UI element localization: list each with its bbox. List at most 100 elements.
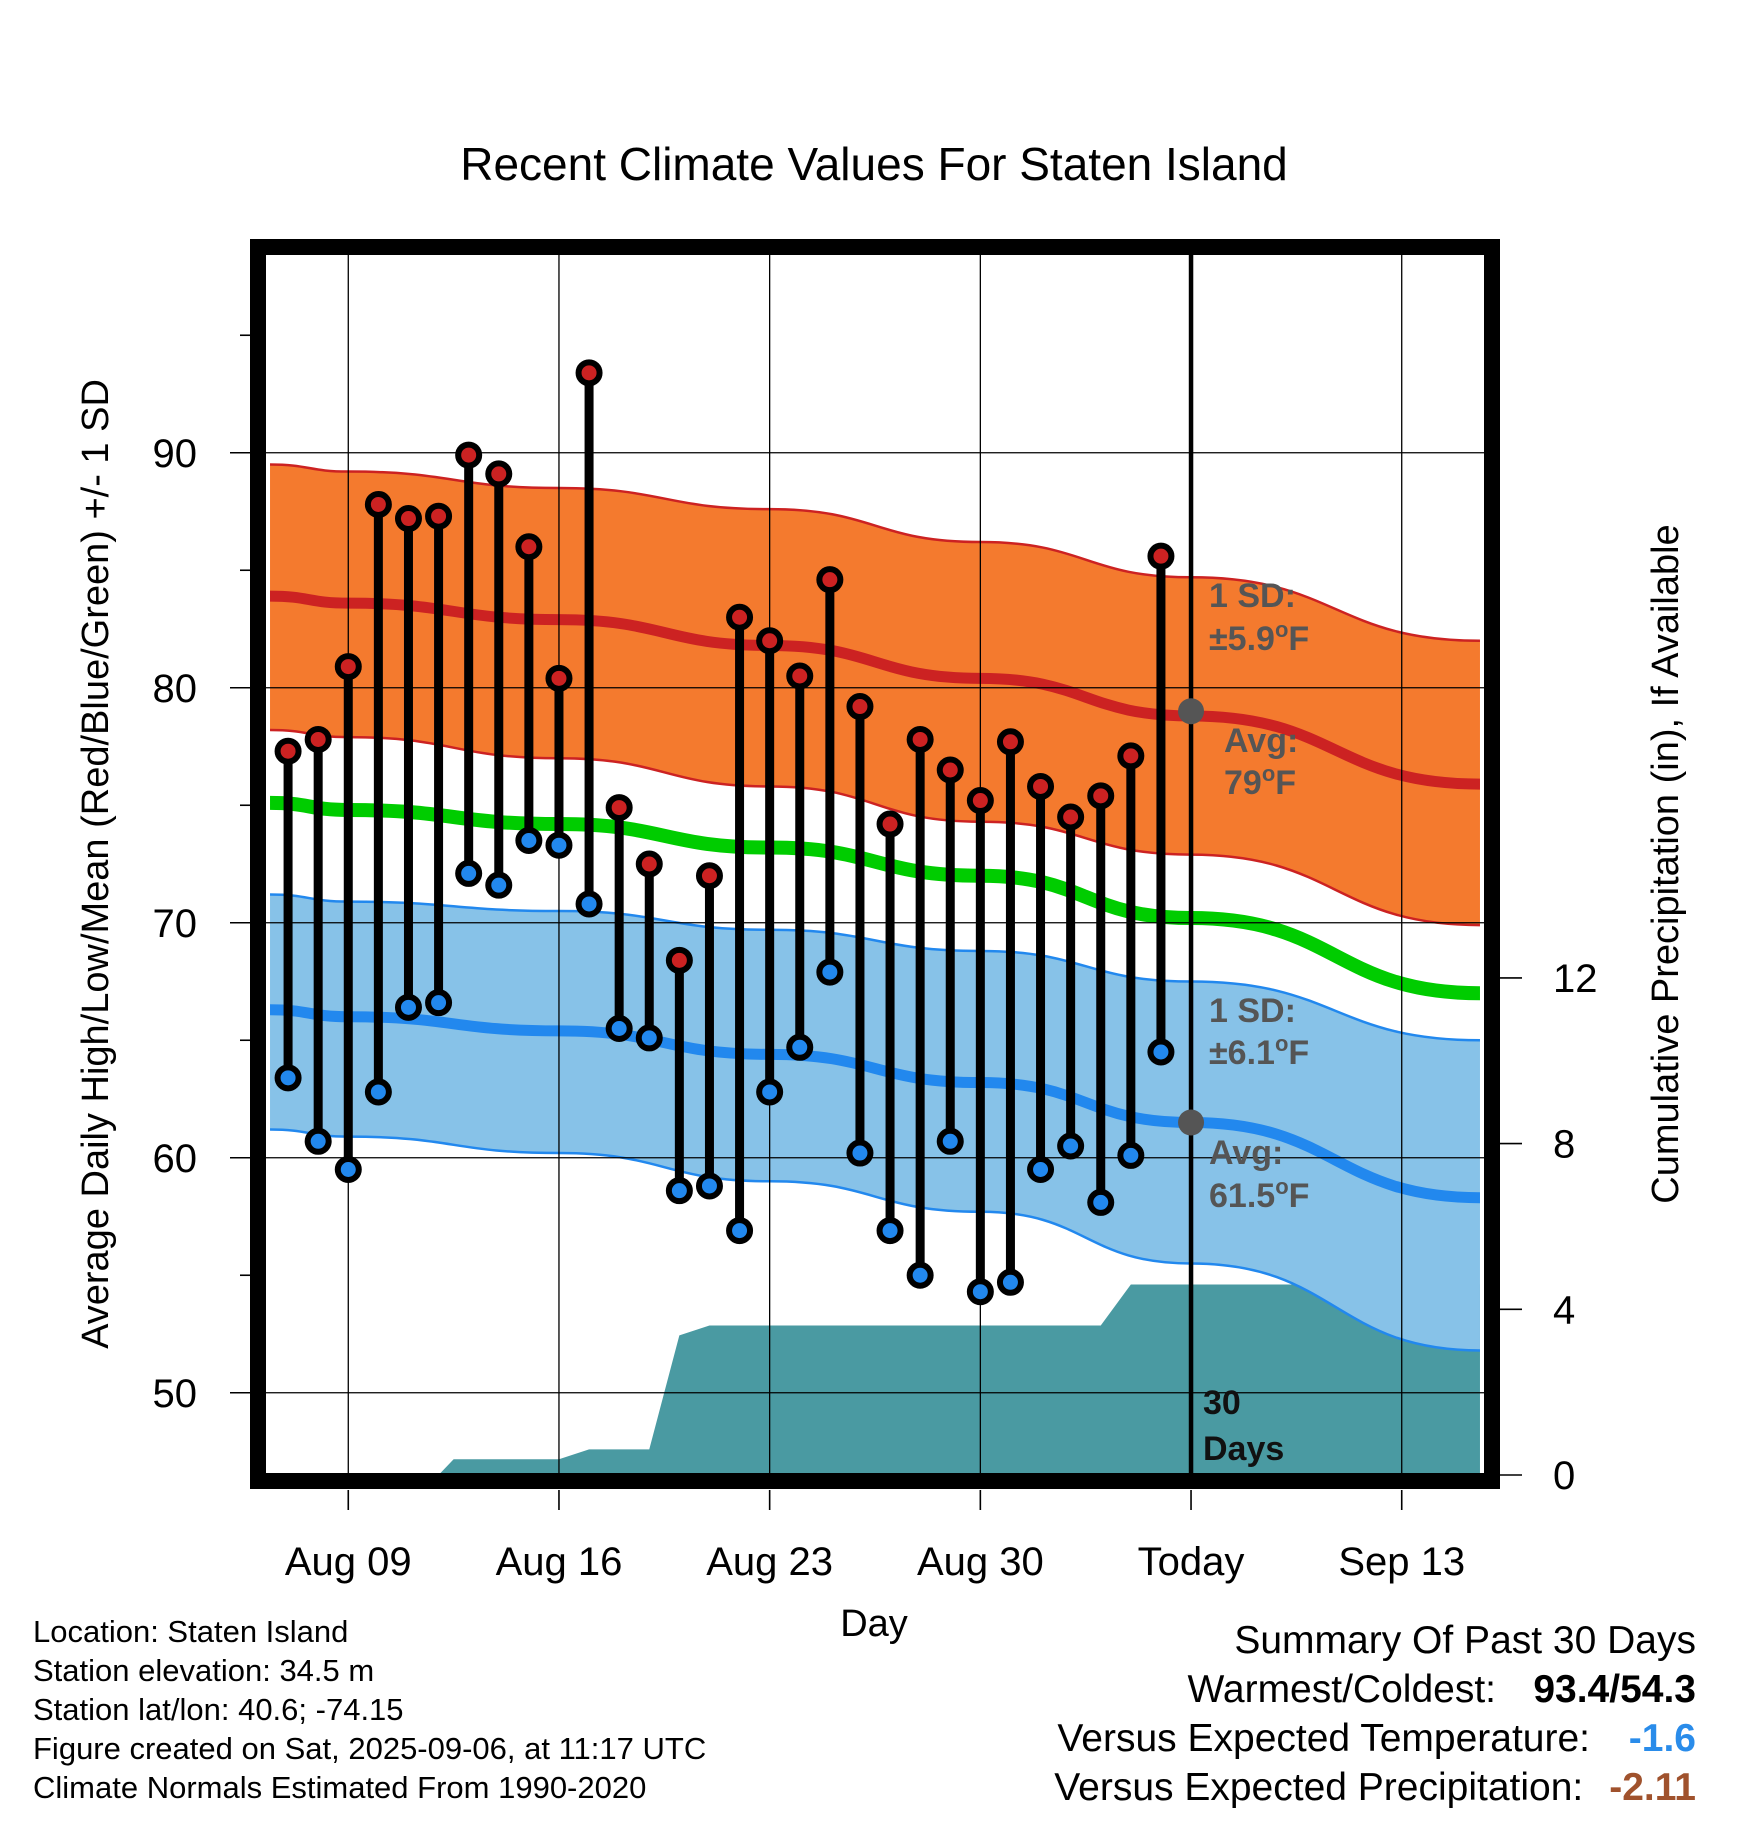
y-tick-label: 80 (153, 667, 198, 711)
temp-departure-value: -1.6 (1628, 1717, 1696, 1760)
low-temp-point (786, 1033, 814, 1061)
high-temp-point (545, 664, 573, 692)
summary-panel: Summary Of Past 30 Days Warmest/Coldest:… (1054, 1616, 1696, 1812)
low-sd-value: ±6.1oF (1209, 1031, 1309, 1072)
chart-title: Recent Climate Values For Staten Island (460, 138, 1288, 190)
high-sd-value: ±5.9oF (1209, 617, 1309, 658)
y2-tick-label: 8 (1553, 1123, 1575, 1167)
low-temp-point (575, 890, 603, 918)
normal-bands-group (270, 463, 1480, 1352)
x-tick-label: Aug 23 (706, 1540, 833, 1584)
low-temp-point (726, 1217, 754, 1245)
high-sd-band (270, 464, 1480, 926)
high-temp-point (394, 505, 422, 533)
precipitation-area-group (270, 1284, 1480, 1475)
low-avg-label: Avg: (1209, 1134, 1283, 1172)
precip-departure-value: -2.11 (1609, 1766, 1696, 1809)
low-temp-point (515, 827, 543, 854)
high-avg-label: Avg: (1224, 722, 1298, 760)
low-temp-point (605, 1015, 633, 1042)
elevation-text: Station elevation: 34.5 m (33, 1653, 375, 1688)
daily-range-group (283, 372, 1166, 1292)
high-avg-marker (1178, 698, 1205, 725)
low-normal-line (270, 1004, 1480, 1204)
low-temp-point (1057, 1132, 1085, 1160)
latlon-text: Station lat/lon: 40.6; -74.15 (33, 1692, 404, 1727)
high-temp-point (816, 566, 844, 594)
x-tick-label: Aug 16 (496, 1540, 623, 1584)
low-temp-point (936, 1127, 964, 1155)
high-temp-point (1087, 782, 1115, 810)
plot-frame (250, 239, 1500, 1489)
low-temp-point (635, 1024, 663, 1052)
high-temp-point (334, 653, 362, 681)
high-temp-point (756, 627, 784, 655)
low-temp-point (364, 1078, 392, 1106)
y2-tick-label: 4 (1553, 1288, 1575, 1332)
high-temp-point (966, 787, 994, 815)
x-axis-label: Day (840, 1603, 908, 1645)
high-temp-point (1057, 803, 1085, 831)
summary-temp-row: Versus Expected Temperature: -1.6 (1054, 1714, 1696, 1763)
y-tick-label: 90 (153, 432, 198, 476)
high-temp-point (635, 850, 663, 878)
normals-text: Climate Normals Estimated From 1990-2020 (33, 1770, 647, 1805)
high-temp-point (1117, 742, 1145, 770)
low-avg-value: 61.5oF (1209, 1174, 1309, 1215)
summary-precip-row: Versus Expected Precipitation: -2.11 (1054, 1763, 1696, 1812)
high-temp-point (726, 603, 754, 631)
warm-cold-value: 93.4/54.3 (1533, 1668, 1696, 1711)
high-temp-point (304, 725, 332, 753)
x-tick-label: Sep 13 (1338, 1540, 1465, 1584)
low-sd-band (270, 894, 1480, 1351)
low-temp-point (334, 1156, 362, 1183)
low-temp-point (1147, 1038, 1175, 1066)
low-temp-point (846, 1139, 874, 1167)
low-sd-lower-line (270, 1128, 1480, 1352)
high-temp-point (455, 441, 483, 469)
x-tick-label: Today (1138, 1540, 1245, 1584)
low-temp-point (425, 989, 453, 1017)
high-temp-point (485, 460, 513, 488)
low-temp-point (545, 831, 573, 859)
high-sd-upper-line (270, 463, 1480, 642)
warm-cold-label: Warmest/Coldest: (1187, 1668, 1496, 1711)
summary-warm-cold-row: Warmest/Coldest: 93.4/54.3 (1054, 1665, 1696, 1714)
low-temp-point (274, 1064, 302, 1092)
precip-label-line2: Days (1203, 1430, 1284, 1468)
y-tick-label: 70 (153, 902, 198, 946)
low-temp-point (1117, 1141, 1145, 1169)
high-temp-point (876, 810, 904, 838)
low-temp-point (996, 1268, 1024, 1296)
high-sd-label: 1 SD: (1209, 577, 1296, 615)
low-temp-point (485, 871, 513, 899)
low-temp-point (876, 1217, 904, 1245)
low-temp-point (1087, 1188, 1115, 1216)
x-tick-label: Aug 09 (285, 1540, 412, 1584)
y-tick-label: 50 (153, 1372, 198, 1416)
low-temp-point (304, 1127, 332, 1155)
temp-departure-label: Versus Expected Temperature: (1057, 1717, 1590, 1760)
high-temp-point (364, 490, 392, 518)
y2-axis-label: Cumulative Precipitation (in), If Availa… (1645, 524, 1687, 1203)
low-temp-point (695, 1172, 723, 1200)
created-text: Figure created on Sat, 2025-09-06, at 11… (33, 1731, 707, 1766)
y2-tick-label: 0 (1553, 1454, 1575, 1498)
daily-points-group (274, 359, 1175, 1306)
high-temp-point (575, 359, 603, 387)
high-temp-point (846, 693, 874, 721)
precip-departure-label: Versus Expected Precipitation: (1054, 1766, 1584, 1809)
high-temp-point (665, 946, 693, 974)
y-axis-label: Average Daily High/Low/Mean (Red/Blue/Gr… (75, 379, 117, 1349)
mean-normal-line (270, 795, 1480, 1001)
high-avg-value: 79oF (1224, 761, 1296, 802)
y2-tick-label: 12 (1553, 957, 1598, 1001)
low-temp-point (966, 1278, 994, 1306)
high-temp-point (1147, 542, 1175, 570)
station-info: Location: Staten Island Station elevatio… (33, 1612, 706, 1807)
low-temp-point (906, 1261, 934, 1289)
summary-title: Summary Of Past 30 Days (1234, 1619, 1696, 1662)
low-temp-point (394, 993, 422, 1021)
